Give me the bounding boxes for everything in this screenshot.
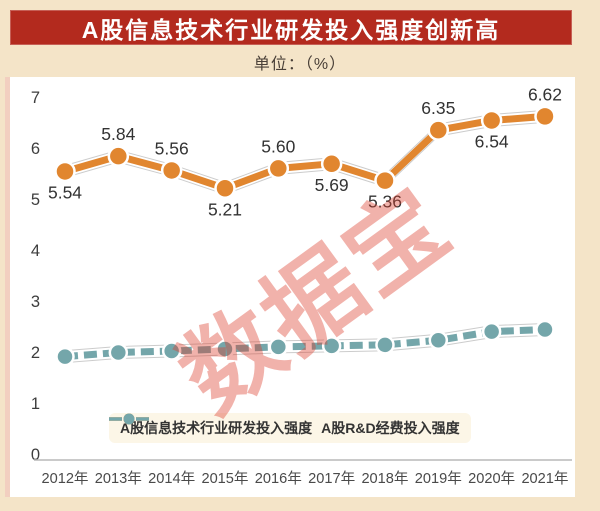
y-axis-tick-label: 6 (31, 140, 40, 158)
data-point-marker (215, 339, 235, 359)
data-point-marker (55, 346, 75, 367)
x-axis-tick-label: 2018年 (361, 470, 408, 487)
x-axis-tick-label: 2020年 (468, 470, 515, 487)
series-hairline (64, 335, 545, 364)
x-axis-tick-label: 2014年 (148, 470, 195, 487)
value-label: 5.21 (208, 199, 242, 219)
data-point-marker (534, 105, 556, 128)
data-point-marker (107, 145, 130, 167)
legend-label: A股信息技术行业研发投入强度 (120, 420, 313, 436)
y-axis-tick-label: 1 (31, 395, 40, 413)
data-point-marker (108, 342, 129, 363)
y-axis-tick-label: 4 (31, 242, 40, 260)
x-axis-tick-label: 2017年 (308, 470, 355, 487)
title-banner: A股信息技术行业研发投入强度创新高 (10, 10, 572, 45)
value-label: 5.56 (155, 138, 189, 158)
x-axis-tick-label: 2019年 (415, 470, 462, 487)
x-axis-tick-label: 2021年 (521, 470, 568, 487)
x-axis-tick-label: 2015年 (201, 470, 248, 487)
legend-item: A股R&D经费投入强度 (109, 413, 460, 438)
page-title: A股信息技术行业研发投入强度创新高 (81, 16, 501, 43)
chart-panel: 0 1 2 3 4 5 6 7 2012年 2013年 2014年 2015年 2016年 2017年 20… (10, 77, 575, 497)
data-point-marker (535, 319, 555, 340)
value-label: 6.35 (421, 98, 455, 118)
data-point-marker (428, 330, 449, 351)
series-line (64, 112, 546, 193)
data-point-marker (54, 160, 76, 183)
legend-marker-icon (109, 413, 149, 425)
data-point-marker (267, 157, 290, 180)
data-point-marker (321, 336, 342, 356)
chart-legend: A股信息技术行业研发投入强度 A股R&D经费投入强度 (109, 413, 471, 443)
line-chart: 0 1 2 3 4 5 6 7 2012年 2013年 2014年 2015年 2016年 2017年 20… (31, 84, 572, 487)
series-hairline (64, 121, 546, 195)
data-point-marker (374, 169, 396, 192)
series-0 (54, 105, 556, 200)
unit-label: 单位：（%） (253, 56, 347, 73)
data-point-marker (375, 335, 395, 355)
value-label: 5.54 (48, 182, 82, 202)
value-label: 5.36 (368, 192, 402, 212)
data-point-marker (160, 159, 183, 182)
y-axis-tick-label: 3 (31, 293, 40, 311)
series-1 (55, 319, 555, 367)
value-label: 5.69 (315, 175, 349, 195)
value-label: 5.84 (101, 124, 135, 144)
data-point-marker (214, 177, 236, 200)
data-point-marker (161, 341, 182, 361)
series-hairline (64, 323, 545, 352)
y-axis-tick-label: 7 (31, 89, 40, 107)
data-point-marker (427, 119, 450, 141)
data-point-marker (480, 109, 503, 132)
series-line (64, 326, 546, 361)
x-axis-tick-label: 2013年 (95, 470, 142, 487)
data-point-marker (481, 321, 502, 342)
series-hairline (64, 109, 546, 183)
data-point-marker (320, 153, 343, 175)
data-point-marker (268, 337, 289, 357)
value-label: 6.54 (475, 131, 509, 151)
y-axis-tick-label: 0 (31, 446, 40, 464)
x-axis-tick-label: 2016年 (255, 470, 302, 487)
y-axis-tick-label: 2 (31, 344, 40, 362)
value-label: 5.60 (261, 136, 295, 156)
x-axis-tick-label: 2012年 (41, 470, 88, 487)
value-label: 6.62 (528, 84, 562, 104)
y-axis-tick-label: 5 (31, 191, 40, 209)
legend-label: A股R&D经费投入强度 (321, 420, 460, 436)
